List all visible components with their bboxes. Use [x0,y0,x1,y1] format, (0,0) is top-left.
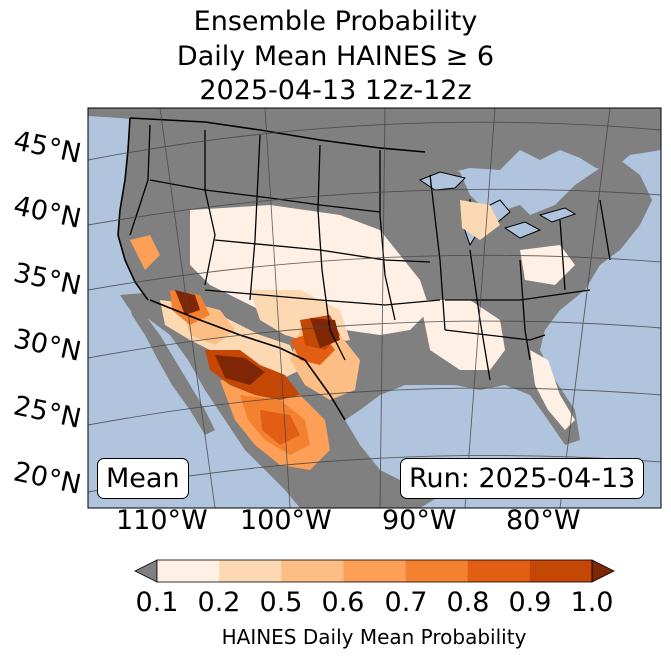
cb-tick-5: 0.8 [446,587,490,618]
run-label-box: Run: 2025-04-13 [400,458,645,499]
graticule [88,108,661,508]
cb-tick-6: 0.9 [508,587,552,618]
lon-label-90: 90°W [382,505,457,536]
cb-tick-0: 0.1 [135,587,179,618]
colorbar-under-arrow [134,559,158,583]
colorbar [134,559,615,583]
canada-land [88,108,661,175]
title-line-3: 2025-04-13 12z-12z [199,75,472,106]
cb-tick-4: 0.7 [384,587,428,618]
colorbar-label: HAINES Daily Mean Probability [221,625,527,649]
baja-land [128,300,215,435]
colorbar-segment [529,560,593,582]
cb-tick-1: 0.2 [197,587,241,618]
lon-label-110: 110°W [116,505,208,536]
colorbar-segment [219,560,282,582]
lon-label-80: 80°W [506,505,581,536]
title-line-2: Daily Mean HAINES ≥ 6 [176,41,495,72]
colorbar-segment [467,560,531,582]
great-lakes [418,171,577,247]
lon-label-100: 100°W [240,505,332,536]
mean-label-box: Mean [97,458,189,499]
cb-tick-7: 1.0 [570,587,614,618]
colorbar-over-arrow [591,559,615,583]
state-borders [129,124,611,381]
probability-patches [130,200,575,470]
colorbar-segment [343,560,407,582]
title-line-1: Ensemble Probability [193,6,478,37]
colorbar-segment [281,560,344,582]
cb-tick-2: 0.5 [259,587,303,618]
colorbar-segment [157,560,220,582]
colorbar-segment [405,560,469,582]
cb-tick-3: 0.6 [321,587,365,618]
